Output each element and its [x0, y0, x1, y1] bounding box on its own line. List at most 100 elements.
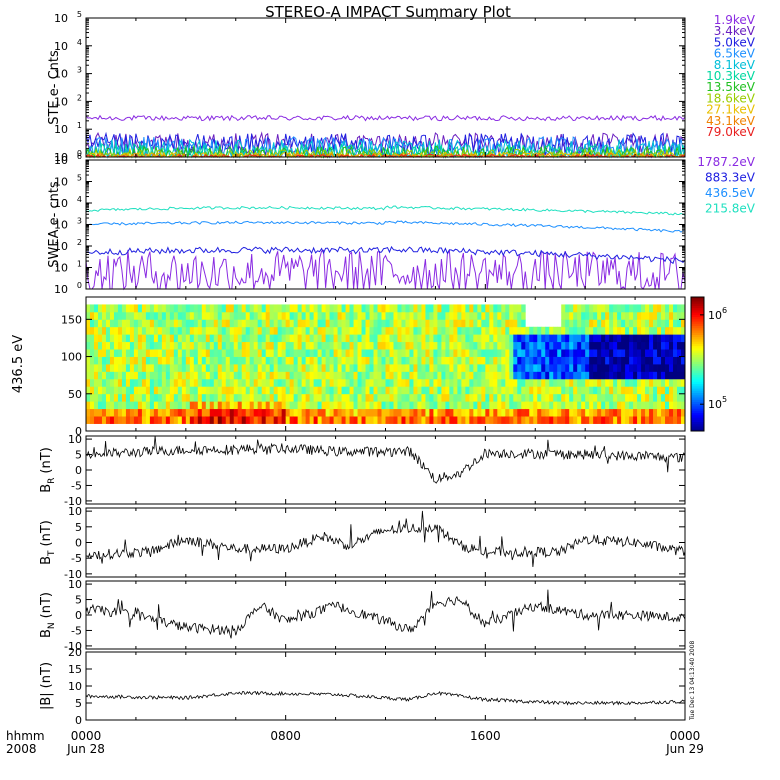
heatmap-cell — [209, 356, 215, 365]
heatmap-cell — [301, 341, 307, 350]
heatmap-cell — [269, 416, 275, 424]
heatmap-cell — [317, 378, 322, 387]
heatmap-cell — [649, 378, 654, 387]
colorbar-cell — [691, 357, 704, 361]
heatmap-cell — [473, 304, 478, 313]
heatmap-cell — [281, 356, 287, 365]
heatmap-cell — [645, 401, 650, 410]
heatmap-cell — [549, 349, 554, 357]
heatmap-cell — [225, 393, 231, 402]
heatmap-cell — [497, 304, 502, 313]
heatmap-cell — [441, 326, 446, 335]
heatmap-cell — [593, 304, 598, 313]
heatmap-cell — [673, 319, 678, 328]
heatmap-cell — [389, 334, 394, 343]
heatmap-cell — [553, 416, 558, 424]
colorbar-cell — [691, 328, 704, 331]
heatmap-cell — [349, 371, 354, 380]
heatmap-cell — [189, 393, 195, 402]
heatmap-cell — [389, 319, 394, 328]
heatmap-cell — [437, 378, 442, 387]
heatmap-cell — [125, 326, 131, 335]
heatmap-cell — [197, 356, 203, 365]
heatmap-cell — [393, 371, 398, 380]
heatmap-cell — [437, 304, 442, 313]
heatmap-cell — [641, 378, 646, 387]
heatmap-cell — [281, 371, 287, 380]
heatmap-cell — [193, 304, 199, 313]
heatmap-cell — [341, 401, 346, 410]
heatmap-cell — [297, 304, 303, 313]
heatmap-cell — [493, 326, 498, 335]
heatmap-cell — [393, 349, 398, 357]
heatmap-cell — [257, 408, 263, 417]
heatmap-cell — [629, 341, 634, 350]
heatmap-cell — [421, 356, 426, 365]
heatmap-cell — [225, 378, 231, 387]
heatmap-cell — [569, 341, 574, 350]
heatmap-cell — [249, 393, 255, 402]
heatmap-cell — [653, 304, 658, 313]
heatmap-cell — [577, 319, 582, 328]
heatmap-cell — [189, 311, 195, 320]
heatmap-cell — [461, 341, 466, 350]
heatmap-cell — [665, 386, 670, 395]
heatmap-cell — [321, 378, 326, 387]
heatmap-cell — [649, 364, 654, 372]
heatmap-cell — [633, 304, 638, 313]
heatmap-cell — [501, 386, 506, 395]
heatmap-cell — [513, 401, 518, 410]
heatmap-cell — [97, 386, 103, 395]
colorbar-cell — [691, 364, 704, 367]
heatmap-cell — [425, 371, 430, 380]
heatmap-cell — [485, 311, 490, 320]
heatmap-cell — [245, 319, 251, 328]
heatmap-cell — [629, 408, 634, 417]
heatmap-cell — [189, 349, 195, 357]
colorbar-cell — [691, 395, 704, 398]
heatmap-cell — [365, 356, 370, 365]
heatmap-cell — [281, 311, 287, 320]
heatmap-cell — [677, 349, 682, 357]
heatmap-cell — [453, 386, 458, 395]
heatmap-cell — [453, 378, 458, 387]
heatmap-cell — [609, 341, 614, 350]
heatmap-cell — [169, 378, 175, 387]
heatmap-cell — [165, 416, 171, 424]
heatmap-cell — [141, 326, 147, 335]
heatmap-cell — [153, 341, 159, 350]
heatmap-cell — [93, 386, 99, 395]
heatmap-cell — [537, 364, 542, 372]
heatmap-cell — [117, 386, 123, 395]
heatmap-cell — [541, 386, 546, 395]
heatmap-cell — [629, 334, 634, 343]
heatmap-cell — [553, 378, 558, 387]
y-tick-exponent: 6 — [77, 152, 82, 161]
heatmap-cell — [565, 371, 570, 380]
heatmap-cell — [169, 341, 175, 350]
heatmap-cell — [449, 378, 454, 387]
heatmap-cell — [661, 341, 666, 350]
heatmap-cell — [637, 356, 642, 365]
heatmap-cell — [497, 386, 502, 395]
heatmap-cell — [89, 341, 95, 350]
heatmap-cell — [313, 371, 319, 380]
heatmap-cell — [449, 386, 454, 395]
heatmap-cell — [589, 311, 594, 320]
heatmap-cell — [533, 356, 538, 365]
heatmap-cell — [289, 408, 295, 417]
heatmap-cell — [405, 378, 410, 387]
heatmap-cell — [209, 364, 215, 372]
heatmap-cell — [469, 349, 474, 357]
colorbar-cell — [691, 393, 704, 396]
heatmap-cell — [529, 416, 534, 424]
heatmap-cell — [221, 371, 227, 380]
heatmap-cell — [481, 371, 486, 380]
heatmap-cell — [509, 349, 514, 357]
heatmap-cell — [665, 371, 670, 380]
heatmap-cell — [621, 401, 626, 410]
y-axis-label-unit: (nT) — [39, 592, 54, 618]
heatmap-cell — [681, 393, 686, 402]
heatmap-cell — [589, 341, 594, 350]
heatmap-cell — [485, 393, 490, 402]
